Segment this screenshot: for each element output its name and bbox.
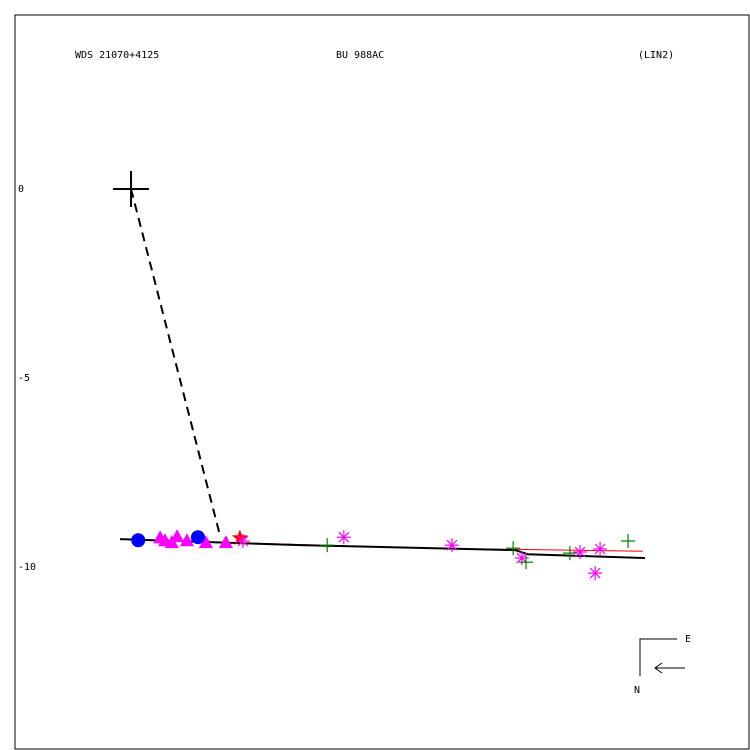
asterisk-stroke [338,531,350,543]
observation-asterisk [573,544,588,559]
orbit-line [130,188,221,536]
observation-circle [190,530,205,545]
asterisk-stroke [589,567,601,579]
observation-asterisk [235,534,250,549]
observation-asterisk [444,538,459,553]
asterisk-stroke [237,535,249,547]
observation-triangle [179,533,194,547]
asterisk-stroke [574,546,586,558]
y-tick-label: 0 [18,184,24,195]
observation-plus [519,555,534,570]
compass-east: E [685,634,691,645]
plot-frame [14,14,750,750]
observation-asterisk [514,551,529,566]
asterisk-stroke [446,539,458,551]
y-tick-label: -10 [18,562,36,573]
compass-arrow-head [654,662,663,674]
reference: (LIN2) [638,50,674,61]
observation-asterisk [336,530,351,545]
observation-plus [562,546,577,561]
chart-subtitle: BU 988AC [336,50,384,61]
observation-circle [131,533,146,548]
observation-plus [320,538,335,553]
observation-asterisk [593,541,608,556]
primary-star [113,170,150,207]
compass-axes [639,638,677,676]
y-tick-label: -5 [18,373,30,384]
observation-triangle [170,529,185,543]
chart-title: WDS 21070+4125 [75,50,159,61]
observation-triangle [198,535,213,549]
observation-plus [506,541,521,556]
compass [639,638,685,676]
observation-triangle [218,535,233,549]
asterisk-stroke [594,543,606,555]
observation-plus [621,534,636,549]
observation-asterisk [588,566,603,581]
asterisk-stroke [516,552,528,564]
compass-north: N [634,685,640,696]
